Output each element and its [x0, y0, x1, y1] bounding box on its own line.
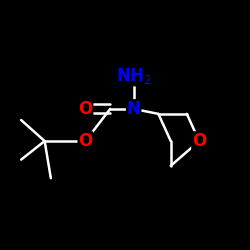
Text: O: O [78, 100, 92, 118]
Text: NH$_2$: NH$_2$ [116, 66, 152, 86]
Text: O: O [78, 132, 92, 150]
Text: N: N [127, 100, 140, 118]
Text: O: O [192, 132, 206, 150]
